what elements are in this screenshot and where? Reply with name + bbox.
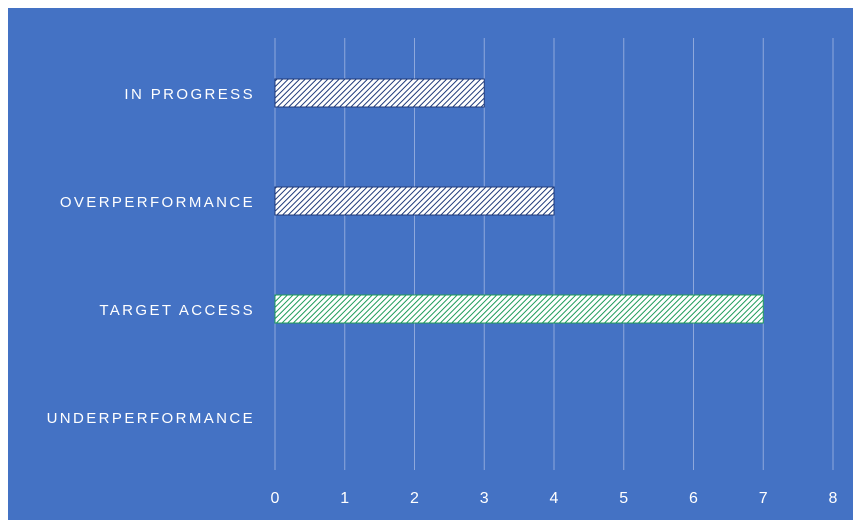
x-tick-label: 7: [759, 490, 768, 507]
x-axis-tick-labels: 0 1 2 3 4 5 6 7 8: [271, 490, 838, 507]
x-tick-label: 6: [689, 490, 698, 507]
x-tick-label: 5: [619, 490, 628, 507]
bar-overperformance: [274, 186, 555, 216]
bar-in-progress: [274, 78, 485, 108]
x-tick-label: 0: [271, 490, 280, 507]
x-tick-label: 4: [550, 490, 559, 507]
bar-chart: IN PROGRESS OVERPERFORMANCE TARGET ACCESS U…: [8, 8, 853, 520]
x-tick-label: 1: [340, 490, 349, 507]
category-label: TARGET ACCESS: [99, 302, 255, 319]
x-tick-label: 3: [480, 490, 489, 507]
bar-target-access: [274, 294, 764, 324]
category-label: IN PROGRESS: [124, 86, 255, 103]
chart-area: IN PROGRESS OVERPERFORMANCE TARGET ACCESS U…: [8, 8, 853, 520]
category-label: OVERPERFORMANCE: [60, 194, 255, 211]
gridlines: [274, 38, 834, 470]
category-label: UNDERPERFORMANCE: [47, 410, 255, 427]
x-tick-label: 8: [829, 490, 838, 507]
bars: [274, 78, 764, 324]
category-labels: IN PROGRESS OVERPERFORMANCE TARGET ACCESS U…: [47, 86, 255, 427]
x-tick-label: 2: [410, 490, 419, 507]
